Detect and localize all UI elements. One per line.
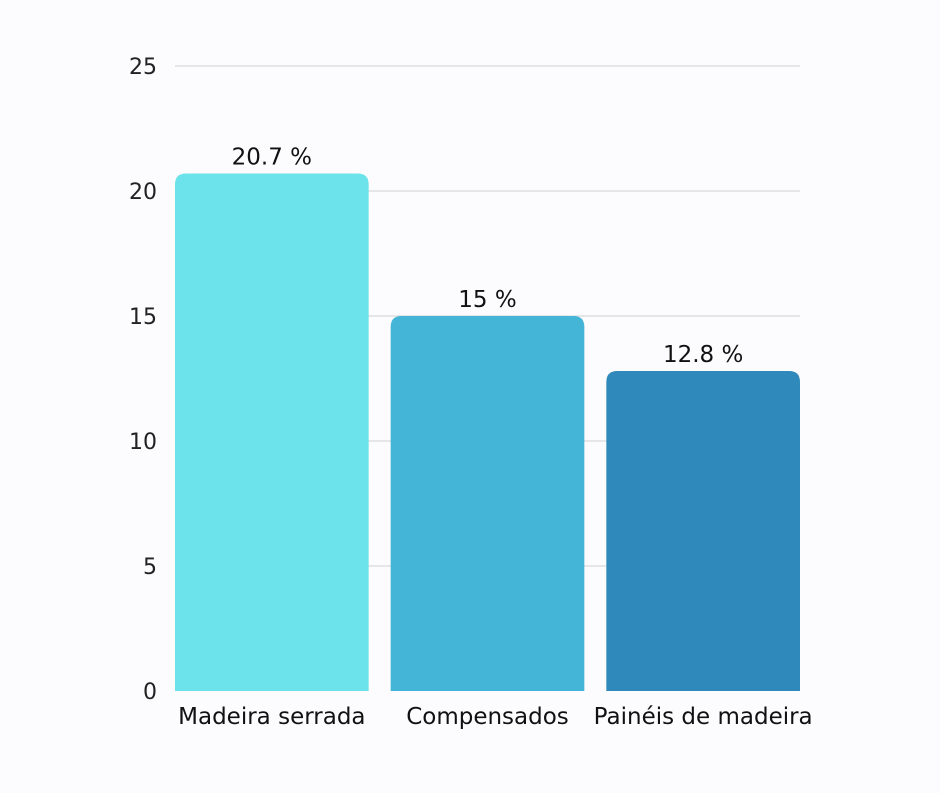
bar-3 <box>606 371 800 691</box>
y-tick-label: 25 <box>129 55 157 80</box>
bars <box>175 173 800 691</box>
y-tick-label: 5 <box>143 555 157 580</box>
bar-1 <box>175 173 369 691</box>
x-tick-label: Painéis de madeira <box>594 704 813 730</box>
x-axis-ticks: Madeira serrada Compensados Painéis de mad… <box>178 704 813 730</box>
y-axis-ticks: 0 5 10 15 20 25 <box>129 55 157 705</box>
data-label: 12.8 % <box>663 342 743 368</box>
y-tick-label: 0 <box>143 680 157 705</box>
y-tick-label: 20 <box>129 180 157 205</box>
x-tick-label: Compensados <box>406 704 569 730</box>
data-label: 15 % <box>458 287 516 313</box>
bar-2 <box>390 316 585 691</box>
y-tick-label: 15 <box>129 305 157 330</box>
x-tick-label: Madeira serrada <box>178 704 365 730</box>
data-labels: 20.7 % 15 % 12.8 % <box>232 145 744 369</box>
y-tick-label: 10 <box>129 430 157 455</box>
data-label: 20.7 % <box>232 145 312 171</box>
